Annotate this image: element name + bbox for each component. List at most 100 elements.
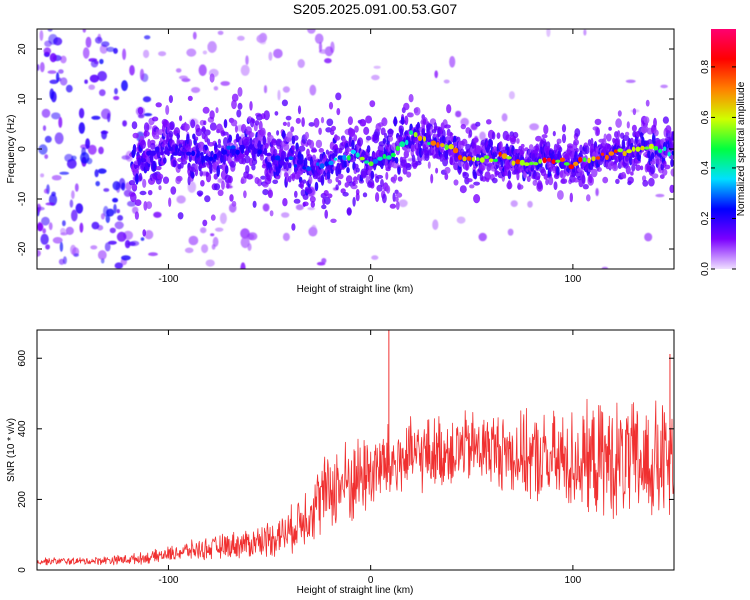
noise-blob	[121, 80, 128, 92]
ridge-core	[296, 159, 303, 165]
noise-blob	[43, 188, 49, 194]
noise-blob	[48, 34, 58, 45]
ridge-core	[390, 152, 396, 158]
ridge-core	[587, 157, 591, 164]
ridge-halo	[217, 143, 222, 149]
snr-y-tick-label: 200	[17, 491, 28, 508]
ridge-halo	[355, 180, 358, 185]
ridge-halo	[472, 137, 479, 143]
ridge-halo	[380, 179, 384, 187]
ridge-body	[153, 163, 157, 172]
ridge-halo	[603, 133, 607, 141]
noise-blob	[207, 41, 217, 53]
ridge-halo	[596, 167, 602, 172]
ridge-halo	[293, 135, 299, 141]
noise-blob	[88, 84, 95, 90]
ridge-halo	[665, 125, 672, 134]
ridge-core	[172, 151, 179, 156]
ridge-halo	[177, 212, 184, 220]
ridge-halo	[413, 106, 421, 116]
ridge-halo	[320, 116, 325, 124]
ridge-core	[568, 164, 575, 169]
ridge-halo	[330, 129, 335, 136]
ridge-halo	[143, 130, 150, 137]
ridge-halo	[134, 199, 142, 207]
ridge-halo	[553, 181, 558, 191]
ridge-halo	[561, 124, 567, 133]
ridge-halo	[142, 229, 146, 237]
noise-blob	[287, 142, 294, 146]
ridge-core	[248, 143, 254, 149]
noise-blob	[39, 62, 45, 73]
ridge-halo	[251, 118, 256, 124]
noise-blob	[529, 123, 539, 131]
ridge-halo	[573, 139, 579, 146]
ridge-halo	[505, 134, 511, 142]
noise-blob	[37, 249, 41, 257]
ridge-halo	[631, 164, 636, 172]
ridge-halo	[195, 128, 203, 137]
noise-blob	[212, 236, 219, 247]
ridge-core	[328, 160, 334, 166]
ridge-body	[135, 173, 139, 185]
noise-blob	[121, 155, 131, 160]
colorbar-tick-label: 0.0	[700, 262, 711, 276]
ridge-core	[342, 154, 347, 161]
ridge-halo	[394, 196, 399, 202]
noise-blob	[124, 239, 131, 249]
ridge-core	[302, 166, 306, 170]
ridge-halo	[165, 105, 170, 115]
noise-blob	[237, 35, 245, 41]
ridge-halo	[203, 129, 211, 136]
ridge-halo	[586, 194, 591, 202]
noise-blob	[82, 47, 90, 59]
noise-blob	[54, 132, 64, 145]
noise-blob	[215, 227, 224, 232]
ridge-body	[421, 128, 426, 136]
noise-blob	[273, 48, 283, 59]
ridge-halo	[176, 175, 183, 182]
ridge-halo	[627, 176, 634, 184]
ridge-halo	[574, 128, 581, 137]
ridge-halo	[295, 117, 301, 124]
ridge-core	[448, 144, 454, 150]
ridge-core	[555, 159, 561, 163]
ridge-halo	[309, 140, 315, 149]
ridge-halo	[302, 179, 307, 184]
noise-blob	[100, 213, 105, 220]
noise-blob	[78, 122, 86, 134]
noise-blob	[595, 188, 599, 197]
ridge-halo	[264, 143, 269, 149]
ridge-halo	[652, 158, 656, 163]
ridge-halo	[305, 188, 313, 194]
ridge-halo	[156, 173, 164, 180]
noise-blob	[142, 96, 152, 103]
ridge-body	[671, 131, 674, 141]
ridge-halo	[602, 176, 609, 184]
ridge-halo	[187, 95, 193, 101]
noise-blob	[65, 84, 73, 93]
ridge-halo	[355, 189, 360, 196]
noise-blob	[371, 255, 379, 260]
ridge-halo	[491, 177, 498, 184]
ridge-halo	[635, 164, 641, 171]
ridge-core	[658, 148, 663, 154]
noise-blob	[90, 59, 99, 68]
ridge-halo	[217, 138, 221, 145]
ridge-halo	[612, 164, 618, 172]
ridge-body	[320, 174, 325, 186]
ridge-halo	[653, 117, 657, 128]
noise-blob	[74, 183, 79, 192]
ridge-halo	[286, 131, 293, 141]
ridge-halo	[199, 170, 203, 177]
snr-x-tick-label: 0	[368, 575, 374, 586]
noise-blob	[432, 219, 439, 230]
noise-blob	[240, 236, 250, 249]
ridge-halo	[575, 148, 579, 153]
noise-blob	[127, 200, 136, 207]
ridge-halo	[185, 123, 189, 133]
ridge-halo	[640, 165, 644, 171]
noise-blob	[84, 79, 88, 84]
ridge-halo	[370, 182, 375, 189]
ridge-halo	[584, 145, 590, 155]
